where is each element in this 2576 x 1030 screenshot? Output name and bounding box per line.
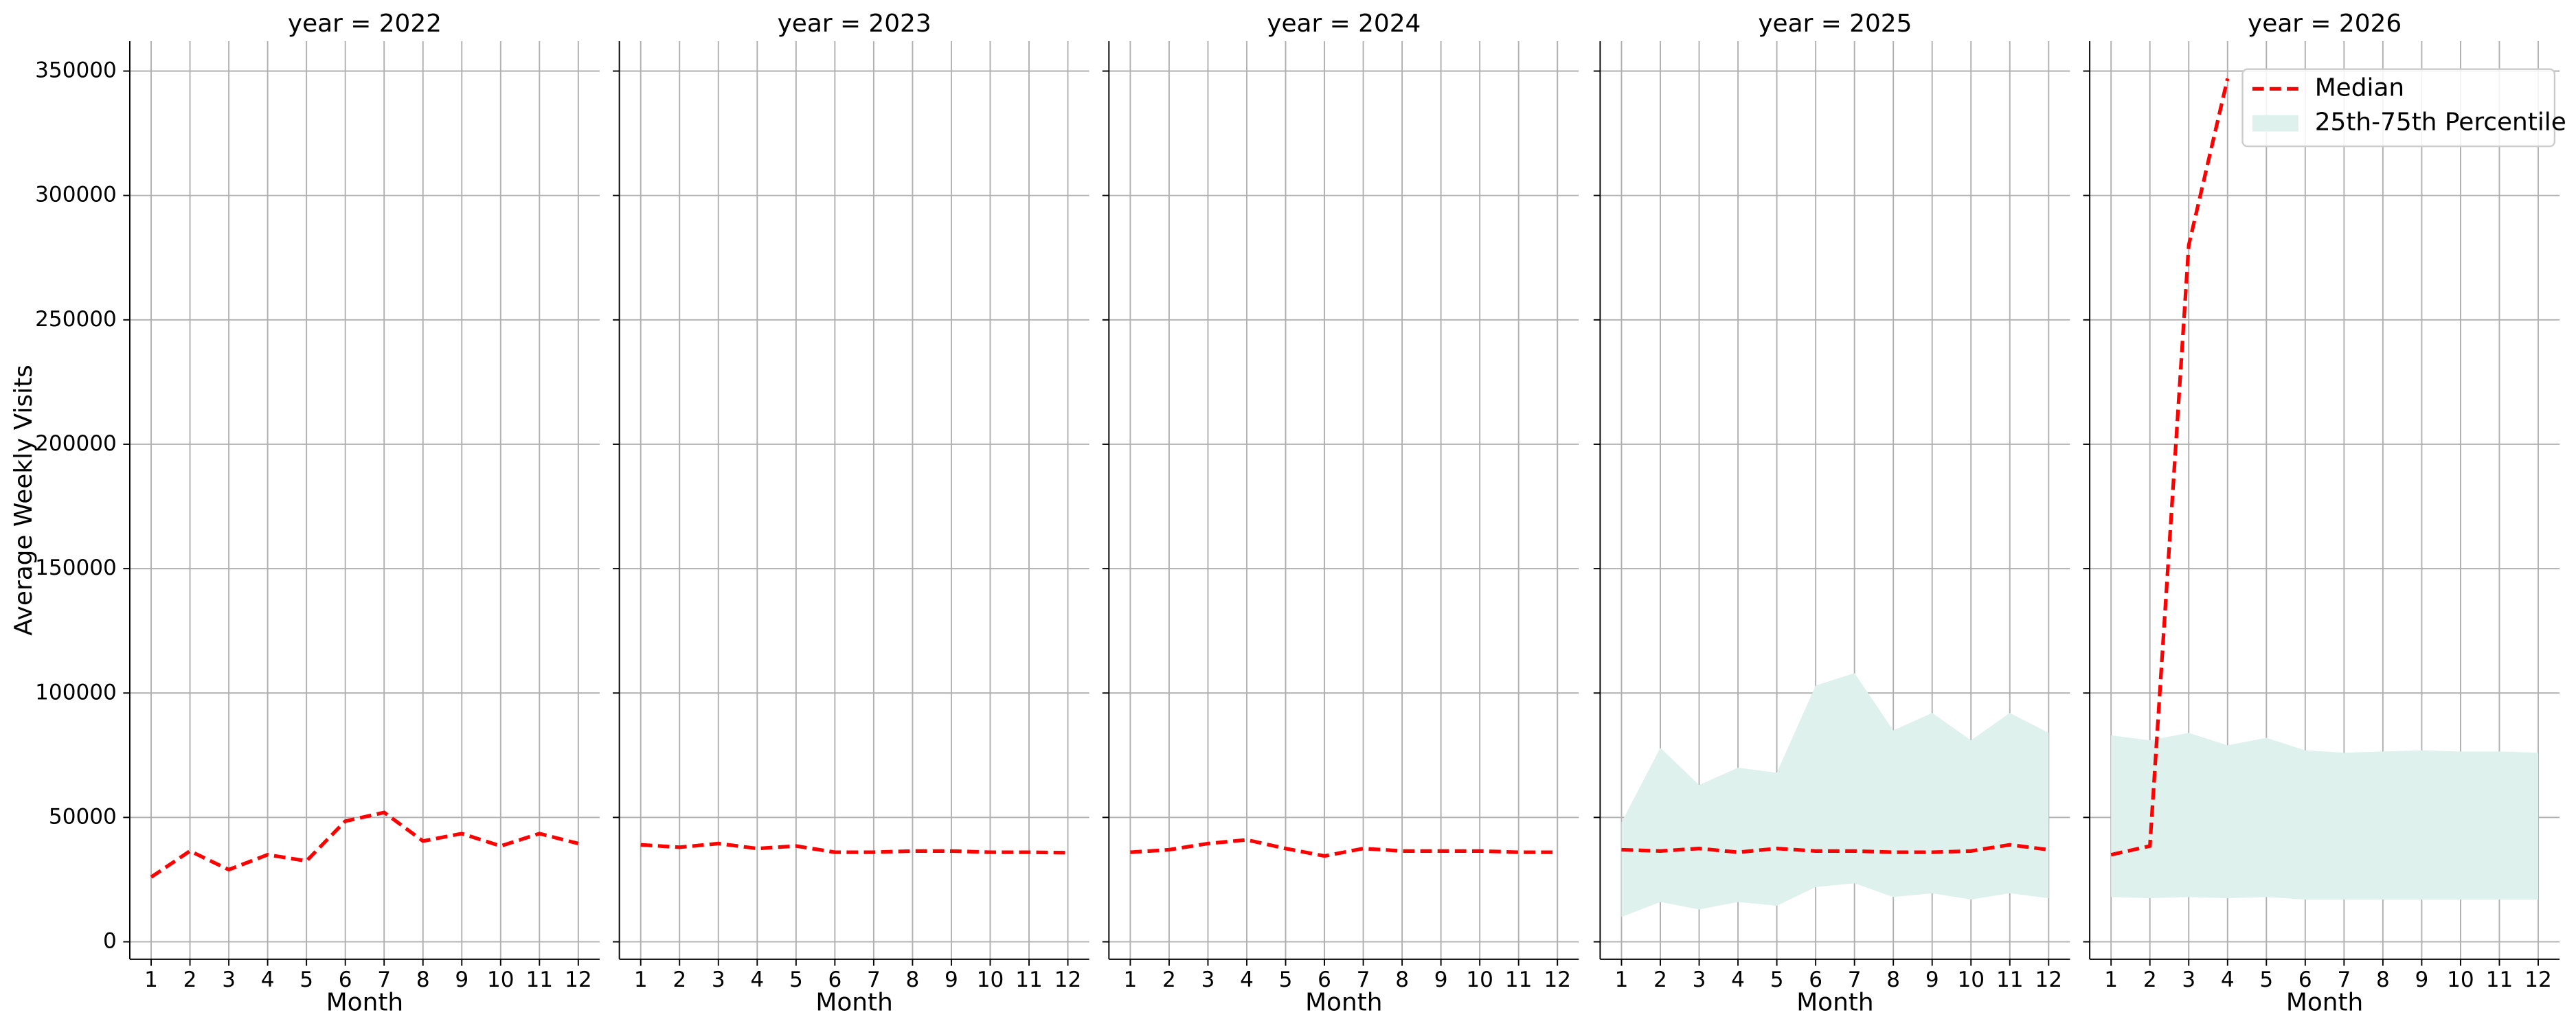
x-tick-label: 3 — [2182, 968, 2195, 992]
x-tick-label: 12 — [2524, 968, 2552, 992]
x-tick-label: 2 — [2143, 968, 2157, 992]
x-tick-label: 8 — [2376, 968, 2390, 992]
facet-title: year = 2025 — [1758, 10, 1912, 38]
x-tick-label: 10 — [1466, 968, 1493, 992]
legend-label: Median — [2315, 73, 2404, 102]
x-tick-label: 1 — [634, 968, 648, 992]
x-tick-label: 5 — [2259, 968, 2273, 992]
x-tick-label: 6 — [339, 968, 352, 992]
facet-title: year = 2022 — [288, 10, 442, 38]
x-tick-label: 1 — [1615, 968, 1629, 992]
x-axis-label: Month — [1305, 988, 1382, 1016]
x-tick-label: 3 — [712, 968, 725, 992]
x-tick-label: 7 — [1357, 968, 1370, 992]
x-tick-label: 12 — [1544, 968, 1571, 992]
x-tick-label: 9 — [455, 968, 468, 992]
percentile-band — [1621, 673, 2049, 917]
y-tick-label: 150000 — [35, 556, 117, 580]
x-tick-label: 9 — [1925, 968, 1939, 992]
facet-title: year = 2026 — [2248, 10, 2402, 38]
x-tick-label: 11 — [2486, 968, 2513, 992]
legend-box — [2241, 68, 2556, 148]
x-tick-label: 7 — [377, 968, 391, 992]
x-tick-label: 3 — [1201, 968, 1215, 992]
x-axis-label: Month — [1796, 988, 1873, 1016]
x-tick-label: 8 — [1886, 968, 1900, 992]
x-tick-label: 12 — [565, 968, 592, 992]
x-tick-label: 11 — [1996, 968, 2024, 992]
x-tick-label: 10 — [487, 968, 515, 992]
x-tick-label: 8 — [416, 968, 430, 992]
x-tick-label: 4 — [1240, 968, 1254, 992]
x-tick-label: 2 — [1653, 968, 1667, 992]
x-tick-label: 1 — [1124, 968, 1138, 992]
legend-label: 25th-75th Percentile — [2315, 108, 2566, 137]
x-axis-label: Month — [2286, 988, 2363, 1016]
x-tick-label: 8 — [1395, 968, 1409, 992]
legend-swatch — [2252, 115, 2298, 132]
x-tick-label: 11 — [526, 968, 554, 992]
y-tick-label: 50000 — [49, 804, 117, 829]
x-tick-label: 7 — [1848, 968, 1862, 992]
median-line — [2110, 78, 2230, 857]
median-line — [1621, 843, 2049, 854]
x-tick-label: 4 — [2221, 968, 2235, 992]
x-tick-label: 10 — [1957, 968, 1985, 992]
x-tick-label: 1 — [2104, 968, 2118, 992]
percentile-band — [2111, 733, 2538, 900]
x-tick-label: 12 — [2035, 968, 2063, 992]
x-tick-label: 6 — [828, 968, 841, 992]
x-tick-label: 5 — [1279, 968, 1293, 992]
median-line — [1130, 838, 1558, 858]
y-tick-label: 350000 — [35, 58, 117, 83]
x-tick-label: 4 — [750, 968, 764, 992]
median-line — [150, 810, 579, 879]
x-tick-label: 5 — [1770, 968, 1784, 992]
x-tick-label: 6 — [1809, 968, 1822, 992]
x-tick-label: 2 — [183, 968, 197, 992]
x-tick-label: 9 — [2415, 968, 2429, 992]
x-tick-label: 6 — [2298, 968, 2312, 992]
x-axis-label: Month — [815, 988, 892, 1016]
y-tick-label: 0 — [103, 929, 117, 954]
median-line — [640, 841, 1068, 855]
x-tick-label: 11 — [1505, 968, 1533, 992]
y-tick-label: 100000 — [35, 680, 117, 705]
y-tick-label: 200000 — [35, 431, 117, 456]
x-tick-label: 6 — [1318, 968, 1331, 992]
x-tick-label: 1 — [144, 968, 158, 992]
x-axis-label: Month — [326, 988, 403, 1016]
facet-title: year = 2023 — [778, 10, 931, 38]
x-tick-label: 10 — [2447, 968, 2474, 992]
y-axis-label: Average Weekly Visits — [10, 365, 38, 636]
x-tick-label: 3 — [222, 968, 236, 992]
x-tick-label: 3 — [1693, 968, 1706, 992]
x-tick-label: 9 — [945, 968, 958, 992]
x-tick-label: 11 — [1015, 968, 1043, 992]
x-tick-label: 7 — [867, 968, 881, 992]
facet-title: year = 2024 — [1267, 10, 1421, 38]
x-tick-label: 7 — [2337, 968, 2351, 992]
y-tick-label: 250000 — [35, 307, 117, 332]
x-tick-label: 5 — [300, 968, 313, 992]
x-tick-label: 9 — [1434, 968, 1448, 992]
x-tick-label: 12 — [1054, 968, 1082, 992]
x-tick-label: 4 — [1731, 968, 1745, 992]
x-tick-label: 8 — [906, 968, 920, 992]
x-tick-label: 2 — [673, 968, 686, 992]
x-tick-label: 5 — [789, 968, 803, 992]
x-tick-label: 4 — [261, 968, 275, 992]
x-tick-label: 10 — [977, 968, 1004, 992]
x-tick-label: 2 — [1162, 968, 1176, 992]
y-tick-label: 300000 — [35, 183, 117, 207]
